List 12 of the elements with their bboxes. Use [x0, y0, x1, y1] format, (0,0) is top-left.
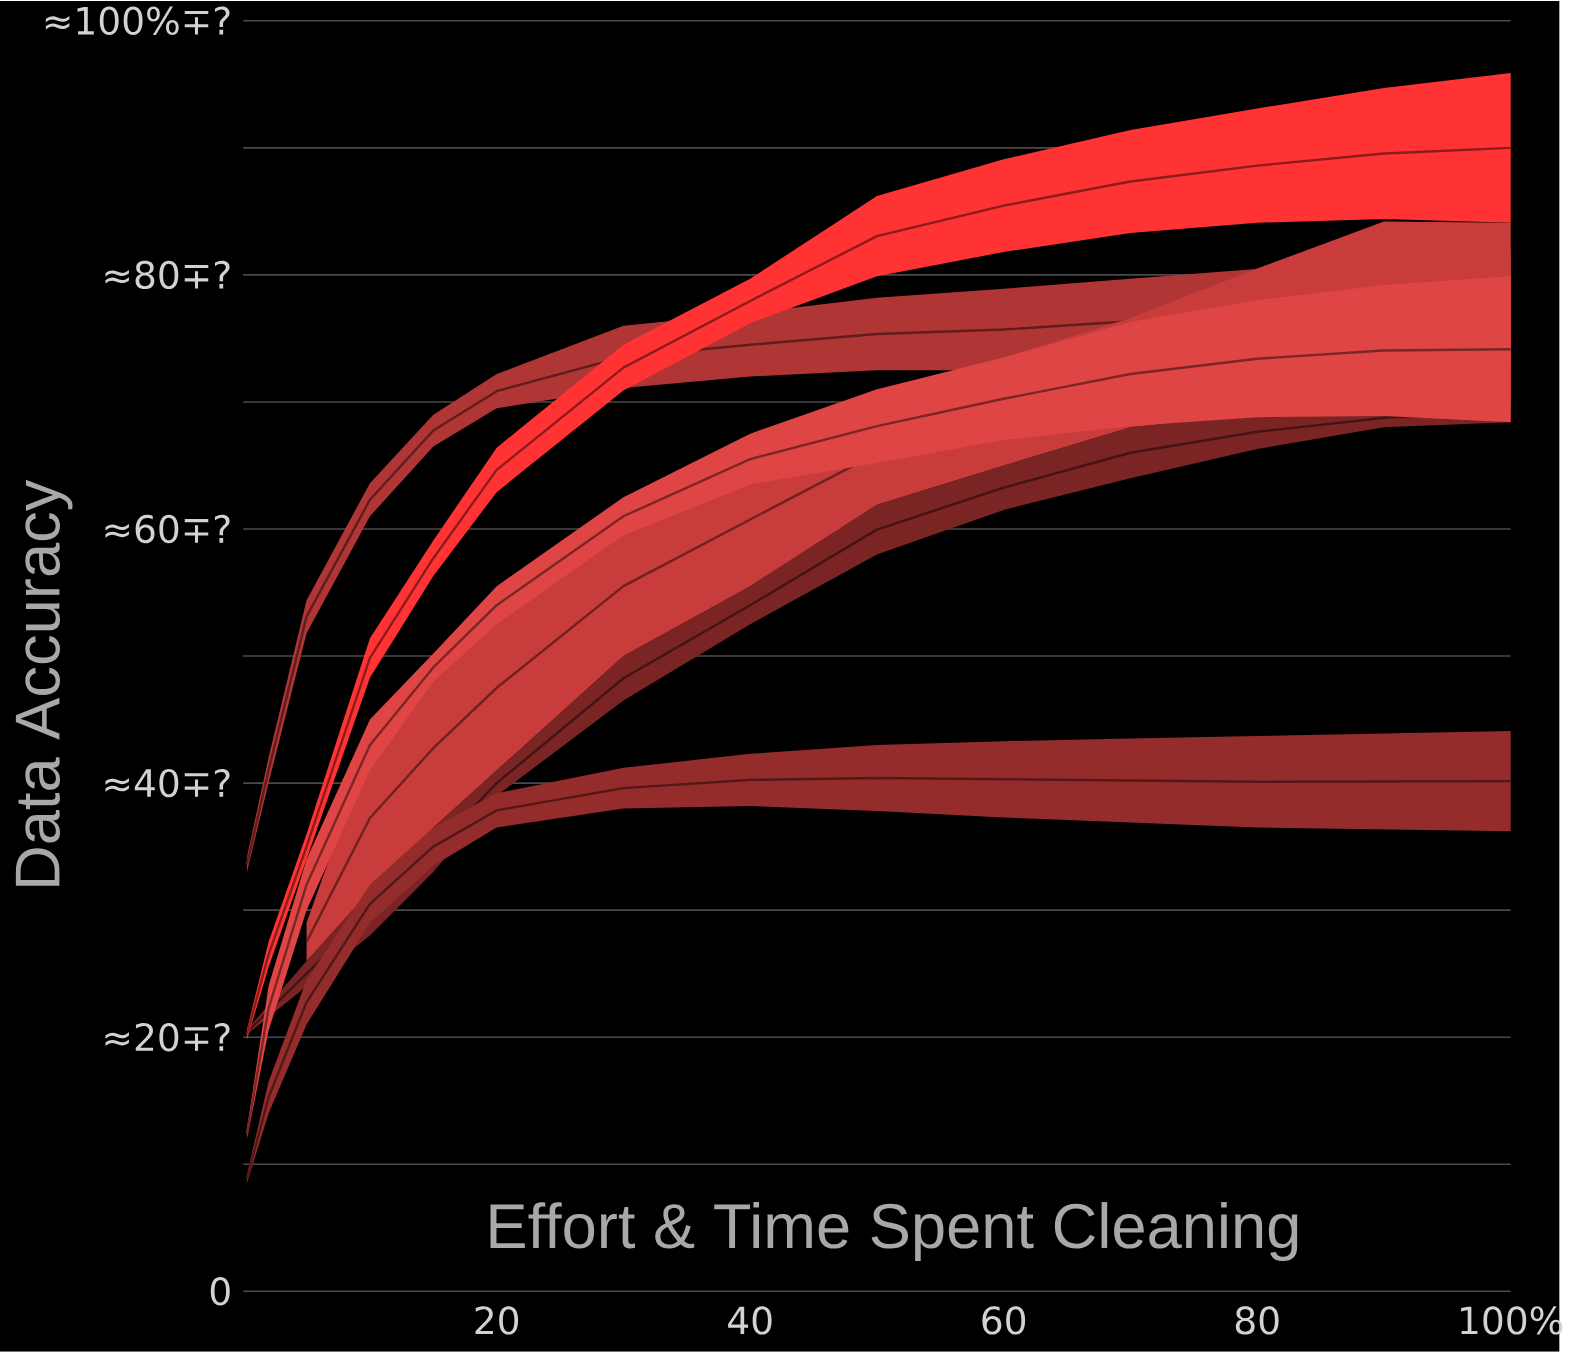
y-axis-title: Data Accuracy — [15, 479, 73, 886]
y-tick-label: ≈80∓? — [105, 260, 230, 290]
y-tick-label: ≈40∓? — [105, 768, 230, 798]
y-tick-label: ≈100%∓? — [45, 6, 230, 36]
y-tick-label: ≈60∓? — [105, 514, 230, 544]
x-tick-label: 60 — [982, 1306, 1026, 1335]
x-axis-title: Effort & Time Spent Cleaning — [490, 1202, 1298, 1262]
y-tick-label: 0 — [210, 1277, 230, 1306]
y-tick-label: ≈20∓? — [105, 1023, 230, 1052]
x-tick-label: 20 — [475, 1306, 519, 1335]
x-tick-label: 80 — [1235, 1306, 1279, 1335]
x-tick-label: 40 — [728, 1306, 772, 1335]
